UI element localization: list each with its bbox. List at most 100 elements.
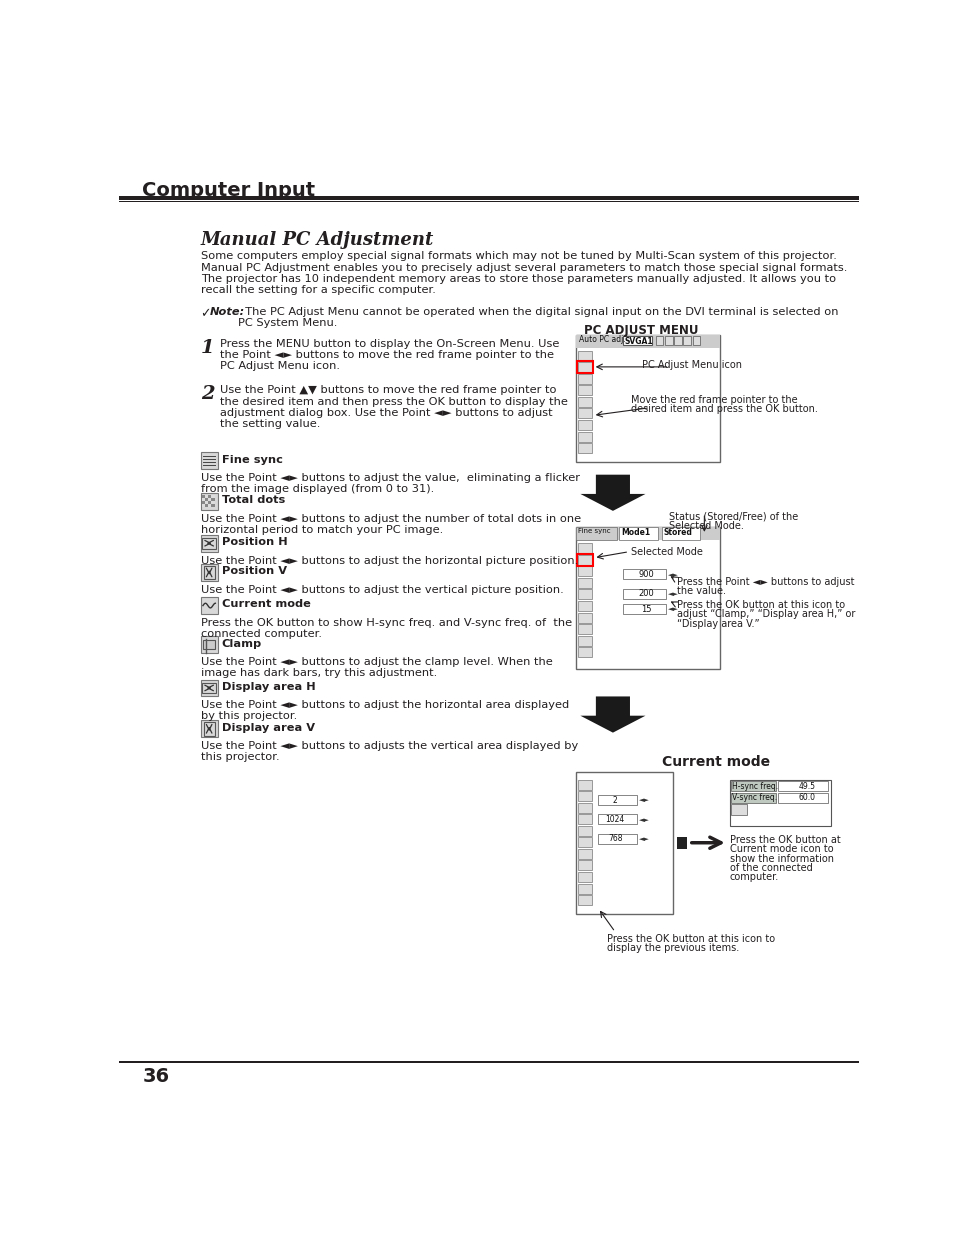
Bar [578, 624, 592, 634]
Text: Press the Point ◄► buttons to adjust: Press the Point ◄► buttons to adjust [677, 577, 854, 587]
Bar [200, 636, 217, 653]
Bar [208, 501, 212, 504]
Text: Clamp: Clamp [221, 638, 261, 648]
Bar [576, 527, 720, 669]
Bar [200, 720, 217, 737]
Text: Press the OK button at: Press the OK button at [729, 835, 840, 845]
Text: of the connected: of the connected [729, 863, 812, 873]
Bar [576, 335, 720, 462]
Text: adjust “Clamp,” “Display area H,” or: adjust “Clamp,” “Display area H,” or [677, 609, 855, 620]
Bar [677, 836, 686, 848]
Bar [202, 537, 216, 548]
Text: The PC Adjust Menu cannot be operated when the digital signal input on the DVI t: The PC Adjust Menu cannot be operated wh… [237, 306, 838, 317]
Text: 768: 768 [607, 835, 622, 844]
Text: Total dots: Total dots [221, 495, 285, 505]
Text: Use the Point ◄► buttons to adjust the value,  eliminating a flicker: Use the Point ◄► buttons to adjust the v… [200, 473, 579, 483]
Bar [622, 604, 665, 614]
Text: 200: 200 [638, 589, 654, 599]
Text: image has dark bars, try this adjustment.: image has dark bars, try this adjustment… [200, 668, 436, 678]
Bar [578, 872, 592, 882]
Bar [578, 567, 592, 577]
Bar [682, 336, 691, 346]
Text: the setting value.: the setting value. [220, 419, 320, 429]
Text: ◄►: ◄► [667, 592, 678, 597]
Bar [578, 848, 592, 858]
Text: the desired item and then press the OK button to display the: the desired item and then press the OK b… [220, 396, 567, 406]
Bar [205, 495, 208, 498]
Bar [200, 493, 217, 510]
Bar [200, 679, 217, 697]
Bar [618, 527, 658, 540]
Text: Some computers employ special signal formats which may not be tuned by Multi-Sca: Some computers employ special signal for… [200, 252, 836, 262]
Bar [200, 452, 217, 469]
Bar [622, 569, 665, 579]
Text: show the information: show the information [729, 853, 833, 863]
Text: Use the Point ◄► buttons to adjust the horizontal picture position.: Use the Point ◄► buttons to adjust the h… [200, 556, 578, 566]
Bar [202, 501, 205, 504]
Bar [202, 495, 205, 498]
Text: by this projector.: by this projector. [200, 711, 296, 721]
Text: ◄►: ◄► [638, 836, 649, 842]
Text: ✓: ✓ [200, 306, 211, 320]
Text: the Point ◄► buttons to move the red frame pointer to the: the Point ◄► buttons to move the red fra… [220, 351, 554, 361]
Bar [578, 374, 592, 384]
Bar [212, 501, 214, 504]
Text: Computer Input: Computer Input [142, 180, 315, 200]
Bar [578, 443, 592, 453]
Text: desired item and press the OK button.: desired item and press the OK button. [630, 404, 817, 414]
Bar [578, 636, 592, 646]
Text: Manual PC Adjustment enables you to precisely adjust several parameters to match: Manual PC Adjustment enables you to prec… [200, 263, 846, 273]
Bar [200, 564, 217, 580]
Bar [578, 420, 592, 430]
Text: 36: 36 [142, 1067, 170, 1086]
Text: Use the Point ◄► buttons to adjust the horizontal area displayed: Use the Point ◄► buttons to adjust the h… [200, 700, 568, 710]
Bar [622, 336, 652, 346]
Bar [200, 597, 217, 614]
Text: this projector.: this projector. [200, 752, 279, 762]
Text: H-sync freq.: H-sync freq. [732, 782, 778, 790]
Bar [661, 527, 700, 540]
Bar [576, 527, 720, 540]
Polygon shape [579, 697, 645, 732]
Bar [204, 566, 214, 579]
Bar [119, 1061, 858, 1063]
Text: 2: 2 [612, 795, 617, 805]
Bar [578, 803, 592, 813]
Bar [598, 834, 637, 844]
Bar [208, 498, 212, 501]
Bar [119, 196, 858, 200]
Text: The projector has 10 independent memory areas to store those parameters manually: The projector has 10 independent memory … [200, 274, 835, 284]
Text: Manual PC Adjustment: Manual PC Adjustment [200, 231, 434, 249]
Bar [655, 336, 662, 346]
Text: ◄►: ◄► [638, 816, 649, 823]
Bar [578, 578, 592, 588]
Bar [200, 535, 217, 552]
Bar [205, 501, 208, 504]
Bar [578, 814, 592, 824]
Bar [731, 804, 746, 815]
Bar [203, 640, 215, 650]
Text: from the image displayed (from 0 to 31).: from the image displayed (from 0 to 31). [200, 484, 434, 494]
Text: Move the red frame pointer to the: Move the red frame pointer to the [630, 395, 797, 405]
Bar [578, 779, 592, 789]
Text: Fine sync: Fine sync [221, 454, 282, 464]
Bar [578, 543, 592, 553]
Bar [202, 504, 205, 508]
Text: Mode1: Mode1 [620, 527, 650, 537]
Text: Use the Point ▲▼ buttons to move the red frame pointer to: Use the Point ▲▼ buttons to move the red… [220, 385, 556, 395]
Bar [576, 772, 673, 914]
Bar [578, 601, 592, 611]
Bar [578, 826, 592, 836]
Text: Auto PC adj.: Auto PC adj. [578, 336, 625, 345]
Bar [202, 498, 205, 501]
Bar [212, 504, 214, 508]
Text: Status (Stored/Free) of the: Status (Stored/Free) of the [669, 511, 798, 521]
Text: Current mode: Current mode [221, 599, 310, 609]
Text: connected computer.: connected computer. [200, 629, 321, 638]
Bar [578, 837, 592, 847]
Bar [731, 782, 776, 792]
Text: Press the OK button at this icon to: Press the OK button at this icon to [607, 934, 775, 944]
Bar [578, 431, 592, 442]
Bar [576, 335, 720, 347]
Bar [578, 589, 592, 599]
